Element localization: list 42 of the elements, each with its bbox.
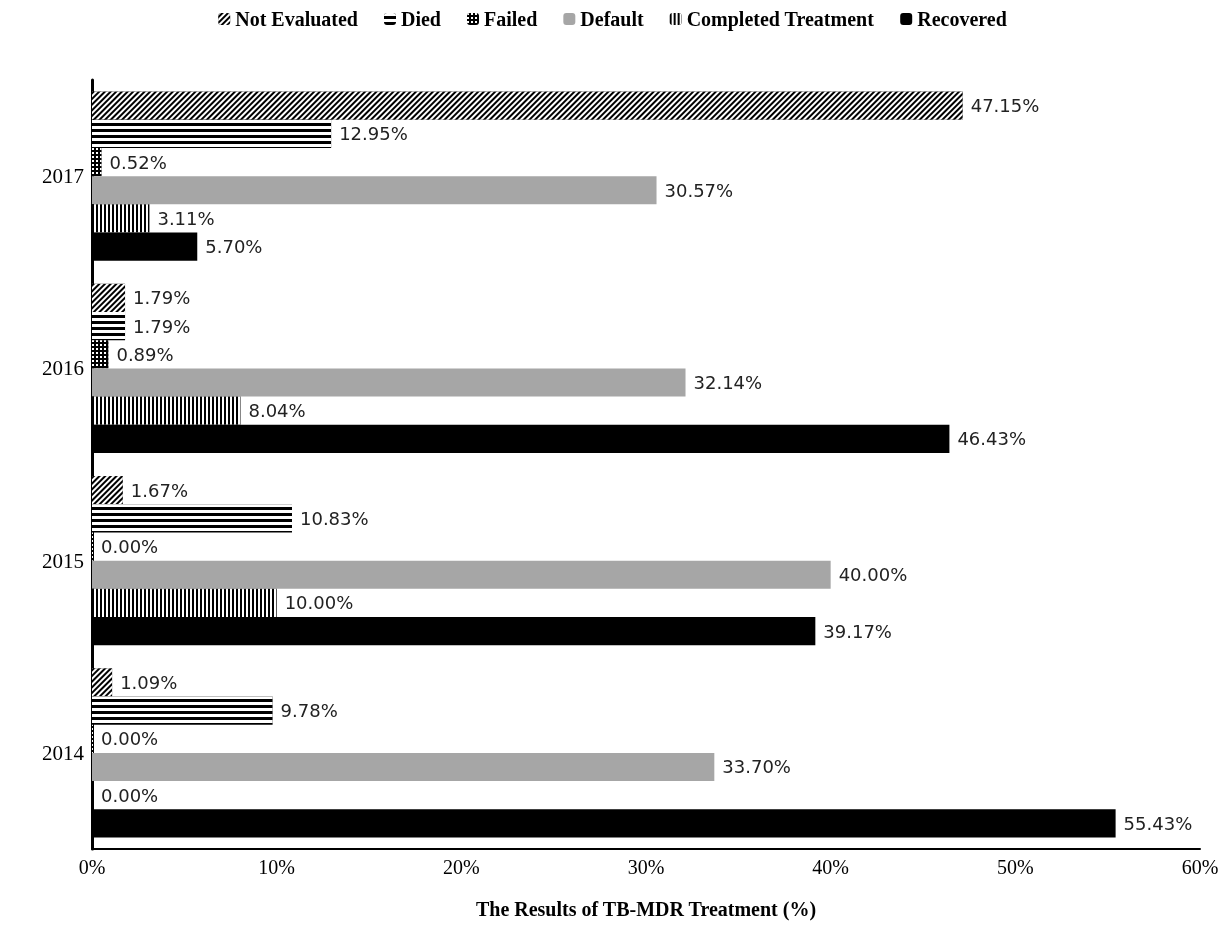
legend-label: Completed Treatment [686,8,875,31]
data-label: 1.79% [133,315,191,337]
data-label: 10.00% [284,592,354,614]
data-label: 46.43% [957,428,1027,450]
data-label: 0.00% [101,728,159,750]
data-label: 1.67% [130,479,189,501]
x-tick-label: 20% [443,856,480,878]
data-label: 3.11% [157,207,215,229]
data-label: 0.89% [116,343,174,365]
data-label: 55.43% [1123,812,1193,834]
data-label: 0.00% [101,784,159,806]
data-label: 40.00% [838,564,908,586]
data-label: 1.79% [133,287,191,309]
data-label: 1.09% [120,671,178,693]
y-tick-label: 2015 [42,548,84,573]
data-label: 33.70% [722,756,791,778]
x-tick-label: 30% [627,856,665,878]
legend-label: Default [580,8,644,30]
data-label: 39.17% [823,620,892,642]
y-tick-label: 2016 [42,356,84,381]
data-label: 5.70% [205,236,263,258]
legend-label: Not Evaluated [235,8,359,30]
data-label: 10.83% [299,507,369,529]
x-tick-label: 0% [78,856,106,878]
legend-label: Died [401,8,441,30]
data-label: 30.57% [664,179,734,201]
legend-label: Failed [484,8,538,30]
data-label: 9.78% [280,700,338,722]
y-tick-label: 2014 [42,740,85,765]
x-tick-label: 40% [812,856,849,878]
x-axis-title: The Results of TB-MDR Treatment (%) [475,898,817,921]
data-label: 47.15% [970,95,1040,117]
data-label: 12.95% [339,123,408,145]
data-label: 8.04% [248,400,306,422]
x-tick-label: 10% [258,856,295,878]
y-tick-label: 2017 [42,164,84,189]
x-tick-label: 50% [997,856,1034,878]
x-tick-label: 60% [1181,856,1219,878]
data-label: 32.14% [693,371,763,393]
legend-label: Recovered [917,8,1007,30]
data-label: 0.52% [109,151,167,173]
data-label: 0.00% [101,536,159,558]
